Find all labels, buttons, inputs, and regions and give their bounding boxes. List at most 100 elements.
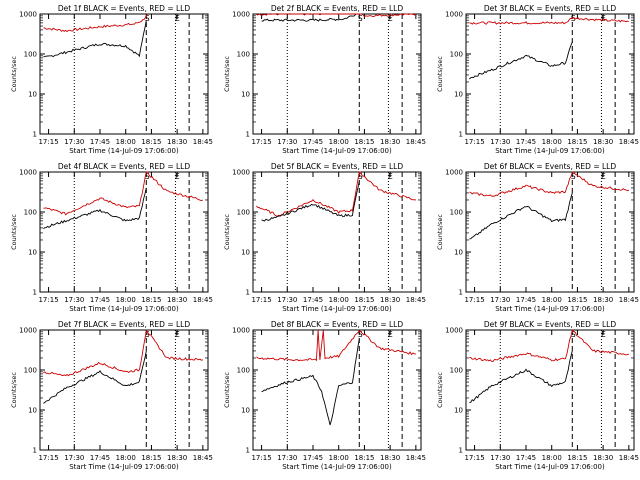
region-label-s: S — [571, 172, 576, 181]
y-tick-label: 1 — [246, 131, 250, 139]
y-tick-label: 1 — [33, 447, 37, 455]
panel-det-7: Det 7f BLACK = Events, RED = LLD 1 10 100 10… — [10, 320, 213, 471]
region-label-e: E — [388, 14, 393, 23]
plot-frame — [252, 329, 422, 451]
x-tick-label: 17:15 — [464, 138, 484, 146]
x-tick-label: 18:00 — [542, 138, 562, 146]
panel-title: Det 6f BLACK = Events, RED = LLD — [484, 162, 617, 171]
events-series-line — [43, 187, 147, 230]
x-tick-label: 17:15 — [38, 454, 58, 462]
x-tick-label: 18:15 — [567, 138, 587, 146]
x-tick-label: 18:15 — [354, 296, 374, 304]
x-axis-label: Start Time (14-Jul-09 17:06:00) — [282, 305, 392, 313]
region-label-s: S — [145, 172, 150, 181]
x-tick-label: 17:45 — [90, 138, 110, 146]
y-tick-label: 100 — [24, 367, 37, 375]
lld-series-line — [469, 16, 630, 25]
y-tick-label: 1 — [33, 289, 37, 297]
region-label-e: E — [388, 330, 393, 339]
plot-frame — [39, 329, 209, 451]
y-axis-label: Counts/sec — [10, 372, 18, 408]
x-tick-label: 17:45 — [516, 296, 536, 304]
plot-frame — [39, 13, 209, 135]
x-tick-label: 18:45 — [406, 296, 426, 304]
x-tick-label: 17:30 — [490, 454, 510, 462]
lld-series-line — [43, 13, 149, 33]
x-tick-label: 17:45 — [303, 296, 323, 304]
y-tick-label: 1 — [246, 289, 250, 297]
y-tick-label: 1 — [459, 289, 463, 297]
y-tick-label: 1 — [246, 447, 250, 455]
y-tick-label: 1000 — [19, 169, 37, 177]
region-label-e: E — [175, 172, 180, 181]
y-tick-label: 10 — [28, 91, 37, 99]
y-axis-label: Counts/sec — [436, 372, 444, 408]
x-tick-label: 17:45 — [303, 454, 323, 462]
x-tick-label: 17:15 — [38, 138, 58, 146]
panel-title: Det 9f BLACK = Events, RED = LLD — [484, 320, 617, 329]
x-axis-label: Start Time (14-Jul-09 17:06:00) — [495, 463, 605, 471]
panel-title: Det 4f BLACK = Events, RED = LLD — [58, 162, 191, 171]
plot-frame — [252, 171, 422, 293]
x-tick-label: 17:15 — [251, 296, 271, 304]
plot-frame — [39, 171, 209, 293]
lld-series-line — [43, 171, 204, 216]
y-tick-label: 100 — [450, 367, 463, 375]
panel-det-2: Det 2f BLACK = Events, RED = LLD 1 10 100 10… — [223, 4, 426, 155]
y-tick-label: 10 — [241, 249, 250, 257]
y-axis-label: Counts/sec — [223, 56, 231, 92]
x-tick-label: 18:30 — [167, 296, 187, 304]
y-tick-label: 1000 — [232, 327, 250, 335]
x-tick-label: 17:15 — [38, 296, 58, 304]
region-label-e: E — [175, 14, 180, 23]
region-label-e: E — [601, 14, 606, 23]
events-series-line — [261, 338, 360, 426]
y-axis-label: Counts/sec — [10, 214, 18, 250]
y-tick-label: 10 — [28, 407, 37, 415]
lld-series-line — [256, 329, 416, 362]
y-tick-label: 1 — [459, 447, 463, 455]
x-tick-label: 17:30 — [64, 138, 84, 146]
y-tick-label: 1000 — [232, 11, 250, 19]
x-tick-label: 18:00 — [116, 454, 136, 462]
y-tick-label: 10 — [454, 249, 463, 257]
x-tick-label: 18:15 — [567, 296, 587, 304]
y-tick-label: 10 — [241, 407, 250, 415]
y-tick-label: 100 — [237, 367, 250, 375]
x-tick-label: 18:45 — [406, 138, 426, 146]
x-tick-label: 17:15 — [251, 138, 271, 146]
panel-det-1: Det 1f BLACK = Events, RED = LLD 1 10 100 10… — [10, 4, 213, 155]
x-tick-label: 17:45 — [516, 454, 536, 462]
y-axis-label: Counts/sec — [10, 56, 18, 92]
panel-title: Det 8f BLACK = Events, RED = LLD — [271, 320, 404, 329]
panel-det-3: Det 3f BLACK = Events, RED = LLD 1 10 100 10… — [436, 4, 639, 155]
events-series-line — [469, 41, 573, 80]
x-tick-label: 17:30 — [64, 296, 84, 304]
x-tick-label: 18:15 — [141, 138, 161, 146]
events-series-line — [261, 180, 360, 222]
x-tick-label: 18:30 — [380, 296, 400, 304]
x-axis-label: Start Time (14-Jul-09 17:06:00) — [69, 463, 179, 471]
region-label-s: S — [145, 14, 150, 23]
x-tick-label: 18:45 — [193, 296, 213, 304]
x-tick-label: 18:00 — [329, 138, 349, 146]
x-tick-label: 18:00 — [329, 454, 349, 462]
y-tick-label: 1000 — [19, 11, 37, 19]
x-axis-label: Start Time (14-Jul-09 17:06:00) — [282, 147, 392, 155]
y-tick-label: 1000 — [232, 169, 250, 177]
plot-frame — [252, 13, 422, 135]
lld-series-line — [469, 329, 630, 362]
x-tick-label: 17:30 — [64, 454, 84, 462]
x-axis-label: Start Time (14-Jul-09 17:06:00) — [282, 463, 392, 471]
x-tick-label: 17:15 — [464, 454, 484, 462]
plot-frame — [465, 171, 635, 293]
y-tick-label: 10 — [241, 91, 250, 99]
y-tick-label: 10 — [454, 407, 463, 415]
region-label-s: S — [571, 14, 576, 23]
x-tick-label: 18:45 — [193, 138, 213, 146]
y-tick-label: 1 — [459, 131, 463, 139]
y-tick-label: 1000 — [445, 327, 463, 335]
lld-series-line — [256, 13, 417, 18]
lld-series-line — [469, 171, 630, 197]
